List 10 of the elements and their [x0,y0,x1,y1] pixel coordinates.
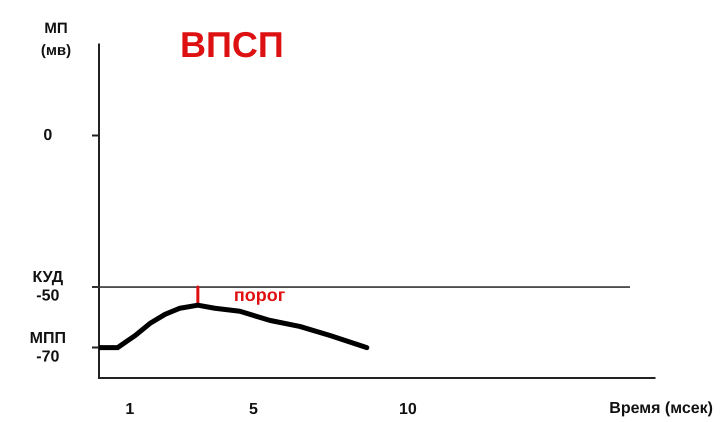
chart-title: ВПСП [180,24,284,66]
x-tick-label: 1 [125,401,134,418]
x-tick-label: 5 [248,401,258,418]
y-tick-label: МПП -70 [30,330,66,366]
x-axis-title: Время (мсек) [609,400,713,418]
y-tick-label: 0 [43,126,52,144]
annotation: порог [234,285,286,306]
y-tick-label: КУД -50 [32,269,64,305]
x-tick-label: 10 [398,401,417,418]
y-axis-title: МП (мв) [40,19,72,61]
